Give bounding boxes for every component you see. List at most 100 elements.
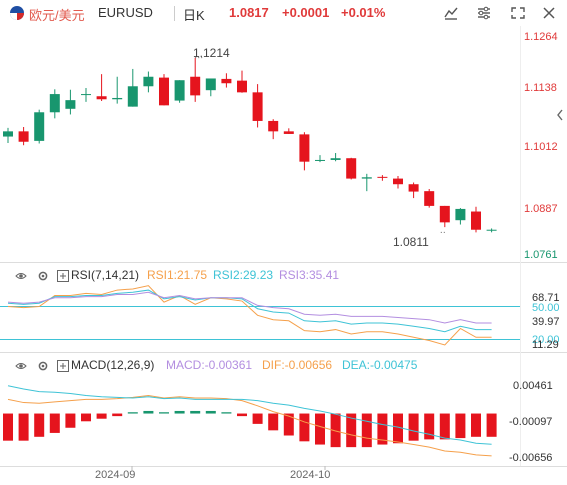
candle-body bbox=[237, 80, 247, 93]
toolbar: 欧元/美元 EURUSD 日K 1.0817 +0.0001 +0.01% bbox=[0, 0, 567, 26]
chevron-left-icon bbox=[557, 109, 563, 121]
symbol-code: EURUSD bbox=[98, 5, 153, 20]
rsi-y-tick: 68.71 bbox=[532, 292, 560, 304]
x-axis-date: 2024-10 bbox=[290, 469, 331, 481]
x-axis-date: 2024-09 bbox=[95, 469, 136, 481]
candle-body bbox=[159, 77, 169, 106]
candle-body bbox=[268, 120, 279, 132]
candle-body bbox=[3, 131, 13, 137]
rsi-y-tick: 11.29 bbox=[532, 339, 559, 351]
candle-body bbox=[174, 80, 185, 101]
macd-bar bbox=[424, 413, 435, 440]
y-tick-label: 1.0761 bbox=[524, 249, 558, 261]
hide-indicator-button[interactable] bbox=[15, 269, 27, 281]
macd-bar bbox=[143, 410, 154, 414]
macd-bar bbox=[112, 413, 123, 417]
candle-body bbox=[486, 229, 497, 231]
y-tick-label: 1.0887 bbox=[524, 203, 558, 215]
macd-bar bbox=[34, 413, 45, 437]
macd-bar bbox=[268, 413, 279, 431]
macd-bar bbox=[471, 413, 481, 437]
macd-bar bbox=[361, 413, 372, 448]
candle-body bbox=[393, 178, 403, 185]
rsi1-value: RSI1:21.75 bbox=[147, 268, 208, 282]
macd-bar bbox=[439, 413, 450, 440]
rsi3-value: RSI3:35.41 bbox=[279, 268, 340, 282]
indicator-settings-button[interactable] bbox=[475, 5, 493, 21]
macd-y-tick: -0.00097 bbox=[509, 416, 553, 428]
timeframe-selector[interactable]: 日K bbox=[183, 8, 205, 23]
macd-line bbox=[7, 394, 492, 457]
candle-body bbox=[127, 86, 138, 107]
rsi-line bbox=[7, 291, 492, 324]
high-annotation: 1.1214 bbox=[193, 46, 230, 60]
candle-body bbox=[377, 176, 388, 178]
last-price: 1.0817 bbox=[229, 5, 269, 20]
macd-bar bbox=[237, 413, 247, 417]
candle-body bbox=[283, 131, 294, 134]
candle-body bbox=[65, 100, 76, 109]
low-annotation: 1.0811 bbox=[393, 235, 429, 249]
price-change: +0.0001 bbox=[282, 5, 330, 20]
indicator-settings-button[interactable] bbox=[37, 359, 49, 371]
candle-body bbox=[18, 131, 29, 142]
dea-value: DEA:-0.00475 bbox=[342, 358, 418, 372]
rsi-line bbox=[7, 285, 492, 346]
rsi-title: RSI(7,14,21) bbox=[71, 268, 140, 282]
eu-us-flag-icon bbox=[10, 6, 24, 20]
fullscreen-button[interactable] bbox=[509, 5, 527, 21]
candle-body bbox=[439, 205, 450, 223]
macd-bar bbox=[221, 412, 232, 414]
macd-bar bbox=[393, 413, 403, 444]
symbol-name[interactable]: 欧元/美元 bbox=[29, 8, 85, 23]
close-button[interactable] bbox=[540, 5, 558, 21]
indicator-settings-icon bbox=[478, 6, 490, 20]
close-icon bbox=[543, 7, 555, 19]
candle-body bbox=[361, 177, 372, 179]
eye-icon bbox=[15, 363, 27, 369]
macd-bar bbox=[315, 413, 325, 445]
macd-bar bbox=[346, 413, 357, 448]
hide-indicator-button[interactable] bbox=[15, 359, 27, 371]
rsi2-value: RSI2:29.23 bbox=[213, 268, 274, 282]
indicator-settings-button[interactable] bbox=[37, 269, 49, 281]
macd-bar bbox=[159, 412, 169, 414]
indicator-expand-button[interactable] bbox=[57, 359, 69, 372]
macd-bar bbox=[81, 413, 91, 422]
candle-body bbox=[252, 92, 263, 121]
y-tick-label: 1.1264 bbox=[524, 31, 558, 43]
macd-y-tick: 0.00461 bbox=[513, 380, 553, 392]
plus-box-icon bbox=[57, 270, 69, 282]
rsi-y-tick: 50.00 bbox=[532, 302, 560, 314]
candle-body bbox=[471, 211, 481, 230]
candle-body bbox=[330, 158, 341, 160]
divider bbox=[174, 6, 175, 21]
candle-body bbox=[96, 96, 107, 100]
candle-body bbox=[34, 112, 45, 141]
candle-body bbox=[143, 76, 154, 87]
plus-box-icon bbox=[57, 360, 69, 372]
candle-body bbox=[346, 158, 357, 179]
y-tick-label: 1.1138 bbox=[524, 82, 557, 94]
rsi-line bbox=[7, 289, 492, 333]
candle-body bbox=[408, 184, 419, 192]
candle-body bbox=[221, 78, 232, 84]
macd-bar bbox=[65, 413, 76, 428]
candle-body bbox=[81, 94, 91, 96]
macd-bar bbox=[377, 413, 388, 445]
macd-bar bbox=[49, 413, 60, 433]
candle-body bbox=[299, 134, 310, 162]
candle-body bbox=[190, 76, 201, 96]
macd-bar bbox=[3, 413, 13, 441]
expand-icon bbox=[511, 7, 525, 19]
macd-y-tick: -0.00656 bbox=[509, 452, 553, 464]
chart-style-button[interactable] bbox=[442, 5, 460, 21]
macd-bar bbox=[283, 413, 294, 436]
candle-body bbox=[315, 159, 325, 161]
collapse-handle[interactable] bbox=[556, 108, 564, 122]
macd-bar bbox=[408, 413, 419, 441]
indicator-expand-button[interactable] bbox=[57, 269, 69, 282]
macd-bar bbox=[127, 412, 138, 414]
macd-bar bbox=[205, 410, 216, 414]
